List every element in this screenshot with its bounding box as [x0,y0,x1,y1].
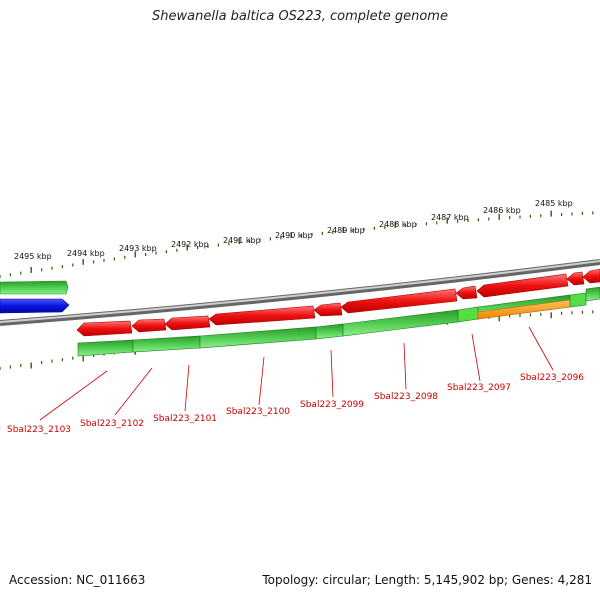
cds-arrow[interactable] [164,315,211,331]
cds-arrow[interactable] [131,318,167,333]
map-title: Shewanella baltica OS223, complete genom… [152,9,448,24]
gene-segment[interactable] [342,309,459,337]
scale-label-2494: 2494 kbp [67,249,105,258]
gene-segment[interactable] [199,326,317,349]
gene-label-sbal223-2096[interactable]: Sbal223_2096 [520,373,584,383]
gene-segment[interactable] [132,335,201,353]
cds-arrow[interactable] [476,273,569,298]
scale-label-2490: 2490 kbp [275,231,313,240]
gene-label-sbal223-2099[interactable]: Sbal223_2099 [300,400,364,410]
gene-label-sbal223-2101[interactable]: Sbal223_2101 [153,414,217,424]
scale-label-2487: 2487 kbp [431,213,469,222]
cds-arrow[interactable] [455,285,478,300]
gene-segment[interactable] [585,286,600,302]
label-leaders [39,326,554,421]
cds-arrow[interactable] [340,288,458,314]
rna-feature-left-blue[interactable] [0,298,70,314]
scale-label-2488: 2488 kbp [379,220,417,229]
gene-segment[interactable] [457,306,479,323]
cds-arrow[interactable] [582,268,600,284]
scale-label-2485: 2485 kbp [535,199,573,208]
gene-segment[interactable] [77,339,134,357]
cds-arrow[interactable] [76,320,133,337]
accession-text: Accession: NC_011663 [9,573,146,587]
gene-label-sbal223-2097[interactable]: Sbal223_2097 [447,383,511,393]
outer-tick-ring [0,210,594,278]
gene-feature-left-green[interactable] [0,280,69,295]
cds-arrow[interactable] [566,271,585,286]
gene-segment[interactable] [569,292,587,308]
scale-labels: 2495 kbp 2494 kbp 2493 kbp 2492 kbp 2491… [14,199,573,261]
scale-label-2489: 2489 kbp [327,226,365,235]
scale-label-2486: 2486 kbp [483,206,521,215]
gene-labels: Sbal223_2103 Sbal223_2102 Sbal223_2101 S… [7,373,584,435]
genome-backbone-highlight [0,260,600,323]
cds-arrow[interactable] [208,305,316,326]
scale-label-2495: 2495 kbp [14,252,52,261]
cds-arrows [76,268,600,337]
scale-label-2493: 2493 kbp [119,244,157,253]
gene-label-sbal223-2103[interactable]: Sbal223_2103 [7,425,71,435]
gene-label-sbal223-2102[interactable]: Sbal223_2102 [80,419,144,429]
cds-arrow[interactable] [313,302,343,317]
gene-label-sbal223-2100[interactable]: Sbal223_2100 [226,407,290,417]
scale-label-2491: 2491 kbp [223,236,261,245]
gene-band [77,286,600,357]
genome-summary-text: Topology: circular; Length: 5,145,902 bp… [262,573,592,587]
scale-label-2492: 2492 kbp [171,240,209,249]
gene-label-sbal223-2098[interactable]: Sbal223_2098 [374,392,438,402]
gene-segment[interactable] [315,323,344,340]
